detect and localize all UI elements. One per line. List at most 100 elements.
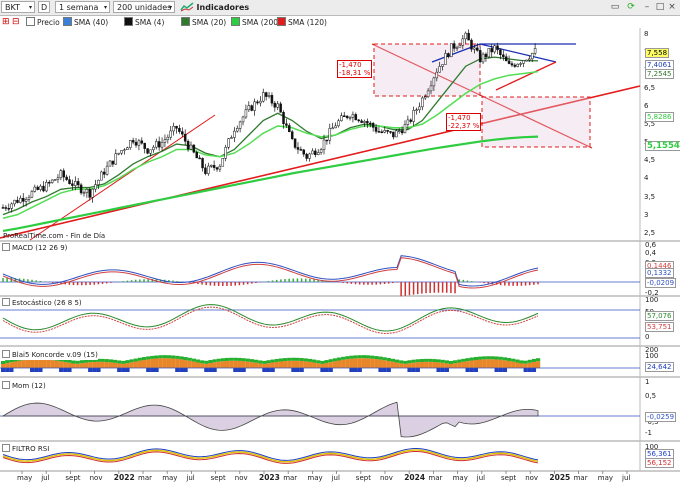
koncorde-bar	[142, 357, 147, 361]
mom-area	[1, 401, 539, 438]
indicator-tick: -0,2	[645, 289, 659, 297]
koncorde-bar	[287, 360, 292, 368]
units-selector[interactable]: 200 unidades ▾	[113, 1, 175, 13]
koncorde-bar	[83, 359, 89, 363]
crosshair-icon[interactable]: ⊞	[2, 17, 10, 27]
candle-body	[464, 32, 467, 40]
red-channel-line	[495, 61, 557, 91]
koncorde-bar	[390, 361, 396, 368]
koncorde-bar	[506, 360, 512, 368]
koncorde-bar	[502, 357, 508, 361]
maximize-icon[interactable]: □	[655, 2, 665, 12]
candle-body	[227, 138, 230, 148]
candle-body	[470, 39, 473, 50]
candle-body	[152, 146, 155, 151]
indicator-tick: 1	[645, 378, 650, 386]
candle-body	[438, 66, 441, 73]
koncorde-bar	[440, 368, 445, 372]
koncorde-bar	[328, 362, 333, 368]
ruler-icon[interactable]: ⊟	[12, 17, 20, 27]
koncorde-bar	[204, 368, 209, 372]
legend-item-sma4[interactable]: SMA (4)	[124, 17, 164, 27]
koncorde-bar	[9, 362, 14, 368]
koncorde-bar	[411, 368, 416, 372]
koncorde-bar	[453, 360, 458, 364]
koncorde-bar	[241, 361, 246, 368]
legend-swatch-sma200	[231, 17, 240, 26]
candle-body	[288, 125, 291, 132]
last-value-label: 5,8286	[645, 112, 674, 122]
koncorde-bar	[274, 358, 279, 362]
legend-item-price[interactable]: Precio	[26, 17, 60, 27]
koncorde-bar	[473, 357, 478, 361]
koncorde-bar	[440, 359, 445, 363]
koncorde-bar	[382, 360, 387, 368]
window-tile-icon[interactable]: ▭	[610, 2, 620, 12]
retracement-annotation-1[interactable]: -1,470 -18,31 %	[337, 60, 373, 78]
koncorde-bar	[320, 363, 325, 368]
panel-label-mom[interactable]: Mom (12)	[2, 381, 46, 391]
period-marker[interactable]: D	[38, 1, 50, 13]
timeframe-selector[interactable]: 1 semana ▾	[55, 1, 110, 13]
koncorde-bar	[287, 357, 292, 361]
retracement-annotation-2[interactable]: -1,470 -22,37 %	[446, 113, 482, 131]
candle-body	[409, 119, 413, 122]
indicators-button[interactable]: Indicadores	[180, 1, 249, 13]
legend-item-sma120[interactable]: SMA (120)	[277, 17, 327, 27]
legend-item-sma40[interactable]: SMA (40)	[63, 17, 108, 27]
koncorde-bar	[117, 363, 122, 368]
koncorde-bar	[403, 360, 408, 364]
koncorde-bar	[482, 356, 487, 360]
koncorde-bar	[212, 359, 217, 363]
koncorde-bar	[17, 360, 22, 368]
legend-item-sma20[interactable]: SMA (20)	[181, 17, 226, 27]
legend-item-sma200[interactable]: SMA (200)	[231, 17, 281, 27]
koncorde-bar	[386, 358, 391, 362]
panel-label-koncorde[interactable]: Blai5 Koncorde v.09 (15)	[2, 350, 98, 360]
candle-body	[157, 141, 161, 148]
koncorde-bar	[519, 360, 524, 364]
minimize-icon[interactable]: –	[644, 2, 650, 12]
panel-label-stoch[interactable]: Estocástico (26 8 5)	[2, 298, 82, 308]
candle-body	[209, 165, 213, 167]
candle-body	[397, 130, 401, 132]
last-value-label: 5,1554	[645, 141, 680, 151]
candle-body	[487, 48, 491, 58]
panel-label-rsi[interactable]: FILTRO RSI	[2, 444, 50, 454]
window-refresh-icon[interactable]: ⟳	[627, 2, 635, 12]
candle-body	[126, 147, 129, 151]
candle-body	[493, 45, 496, 53]
close-icon[interactable]: ×	[668, 2, 676, 12]
koncorde-bar	[440, 362, 445, 368]
candle-body	[10, 203, 13, 209]
drawdown-box-1	[373, 43, 481, 97]
candle-body	[163, 139, 167, 143]
koncorde-bar	[498, 356, 503, 360]
koncorde-bar	[88, 362, 93, 368]
candle-body	[36, 186, 39, 190]
candle-body	[256, 101, 259, 104]
koncorde-bar	[527, 368, 532, 372]
candle-body	[183, 133, 187, 142]
candle-body	[204, 167, 207, 174]
candle-body	[386, 130, 389, 132]
candle-body	[42, 185, 45, 192]
macd-signal-line	[2, 257, 539, 289]
candle-body	[264, 92, 268, 97]
koncorde-bar	[96, 361, 101, 368]
koncorde-bar	[328, 368, 333, 372]
candle-body	[305, 153, 308, 159]
candle-body	[53, 179, 57, 181]
koncorde-bar	[274, 361, 279, 368]
koncorde-bar	[316, 363, 321, 368]
panel-label-macd[interactable]: MACD (12 26 9)	[2, 243, 68, 253]
koncorde-bar	[88, 359, 93, 363]
candle-body	[85, 189, 89, 193]
candle-body	[166, 136, 170, 140]
koncorde-bar	[307, 358, 313, 362]
candle-body	[366, 121, 369, 124]
symbol-selector[interactable]: BKT ▾	[1, 1, 35, 13]
candle-body	[105, 165, 109, 175]
price-tick: 3	[644, 210, 649, 219]
